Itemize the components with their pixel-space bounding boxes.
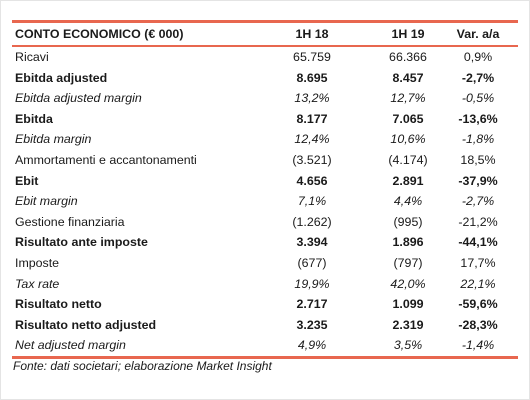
row-value-1h18: 12,4%	[294, 132, 330, 147]
row-value-var: -44,1%	[458, 235, 498, 250]
table-row: Tax rate 19,9% 42,0% 22,1%	[12, 274, 518, 295]
row-value-1h18: 3.235	[296, 317, 328, 332]
table-row: Ammortamenti e accantonamenti (3.521) (4.1…	[12, 150, 518, 171]
row-label: Ebit	[15, 173, 39, 188]
row-value-var: -2,7%	[461, 70, 495, 85]
table-bottom-rule	[12, 355, 518, 359]
row-value-1h19: 1.099	[392, 297, 424, 312]
table-row: Risultato ante imposte 3.394 1.896 -44,1%	[12, 232, 518, 253]
row-value-var: -0,5%	[461, 91, 495, 106]
row-value-1h18: 2.717	[296, 297, 328, 312]
row-value-var: 22,1%	[460, 276, 496, 291]
row-value-1h18: (1.262)	[292, 214, 332, 229]
row-value-1h19: (995)	[393, 214, 423, 229]
row-value-var: -28,3%	[458, 317, 498, 332]
row-value-var: -13,6%	[458, 111, 498, 126]
row-value-1h18: 65.759	[293, 50, 331, 64]
row-value-var: -21,2%	[458, 214, 498, 229]
row-value-1h19: 2.319	[392, 317, 424, 332]
row-label: Ebitda adjusted	[15, 70, 108, 85]
row-label: Ebitda adjusted margin	[15, 91, 142, 106]
row-value-1h19: 66.366	[389, 50, 427, 64]
row-label: Risultato netto	[15, 297, 102, 312]
row-label: Risultato netto adjusted	[15, 317, 157, 332]
table-row: Net adjusted margin 4,9% 3,5% -1,4%	[12, 335, 518, 356]
row-value-1h19: 10,6%	[390, 132, 426, 147]
source-footnote: Fonte: dati societari; elaborazione Mark…	[13, 359, 272, 373]
row-value-1h19: 7.065	[392, 111, 424, 126]
row-label: Ammortamenti e accantonamenti	[15, 152, 197, 167]
row-value-1h19: (797)	[393, 255, 423, 270]
table-row: Ebit 4.656 2.891 -37,9%	[12, 171, 518, 192]
row-value-1h18: 4,9%	[297, 338, 327, 353]
row-value-1h19: 4,4%	[393, 194, 423, 209]
table-header-rule	[12, 45, 518, 47]
row-value-1h19: 1.896	[392, 235, 424, 250]
row-value-1h18: (3.521)	[292, 152, 332, 167]
row-label: Ebitda margin	[15, 132, 92, 147]
row-value-1h18: 13,2%	[294, 91, 330, 106]
row-value-1h18: 8.695	[296, 70, 328, 85]
table-row: Imposte (677) (797) 17,7%	[12, 253, 518, 274]
row-value-1h19: 2.891	[392, 173, 424, 188]
row-value-1h18: (677)	[297, 255, 327, 270]
header-label: CONTO ECONOMICO (€ 000)	[15, 27, 184, 41]
row-value-1h18: 19,9%	[294, 276, 330, 291]
row-value-var: -37,9%	[458, 173, 498, 188]
table-row: Ebit margin 7,1% 4,4% -2,7%	[12, 191, 518, 212]
row-value-1h19: 3,5%	[393, 338, 423, 353]
row-label: Tax rate	[15, 276, 60, 291]
row-value-1h19: (4.174)	[388, 152, 428, 167]
table-row: Ebitda 8.177 7.065 -13,6%	[12, 109, 518, 130]
row-value-var: -2,7%	[461, 194, 495, 209]
row-label: Gestione finanziaria	[15, 214, 125, 229]
row-value-var: 0,9%	[463, 50, 493, 64]
row-label: Ricavi	[15, 50, 49, 64]
row-value-var: 17,7%	[460, 255, 496, 270]
row-value-1h19: 42,0%	[390, 276, 426, 291]
row-label: Ebitda	[15, 111, 53, 126]
table-row: Ebitda adjusted 8.695 8.457 -2,7%	[12, 68, 518, 89]
row-value-1h18: 4.656	[296, 173, 328, 188]
table-body: Ricavi 65.759 66.366 0,9% Ebitda adjusted 8.6…	[12, 47, 518, 356]
header-var: Var. a/a	[456, 27, 500, 41]
row-value-1h18: 3.394	[296, 235, 328, 250]
table-row: Ricavi 65.759 66.366 0,9%	[12, 47, 518, 68]
row-value-1h18: 7,1%	[297, 194, 327, 209]
row-value-var: 18,5%	[460, 152, 496, 167]
header-1h18: 1H 18	[295, 27, 329, 41]
header-1h19: 1H 19	[391, 27, 425, 41]
row-label: Net adjusted margin	[15, 338, 126, 353]
table-top-rule	[12, 20, 518, 23]
row-label: Risultato ante imposte	[15, 235, 148, 250]
table-row: Gestione finanziaria (1.262) (995) -21,2%	[12, 212, 518, 233]
row-label: Ebit margin	[15, 194, 78, 209]
row-value-var: -59,6%	[458, 297, 498, 312]
row-value-1h19: 12,7%	[390, 91, 426, 106]
table-row: Ebitda adjusted margin 13,2% 12,7% -0,5%	[12, 88, 518, 109]
table-row: Risultato netto 2.717 1.099 -59,6%	[12, 294, 518, 315]
row-value-1h18: 8.177	[296, 111, 328, 126]
income-statement-table: CONTO ECONOMICO (€ 000) 1H 18 1H 19 Var.…	[12, 20, 518, 359]
row-label: Imposte	[15, 255, 60, 270]
table-row: Risultato netto adjusted 3.235 2.319 -28,3%	[12, 315, 518, 336]
row-value-1h19: 8.457	[392, 70, 424, 85]
row-value-var: -1,4%	[461, 338, 495, 353]
table-row: Ebitda margin 12,4% 10,6% -1,8%	[12, 129, 518, 150]
table-header-row: CONTO ECONOMICO (€ 000) 1H 18 1H 19 Var.…	[12, 23, 518, 45]
row-value-var: -1,8%	[461, 132, 495, 147]
